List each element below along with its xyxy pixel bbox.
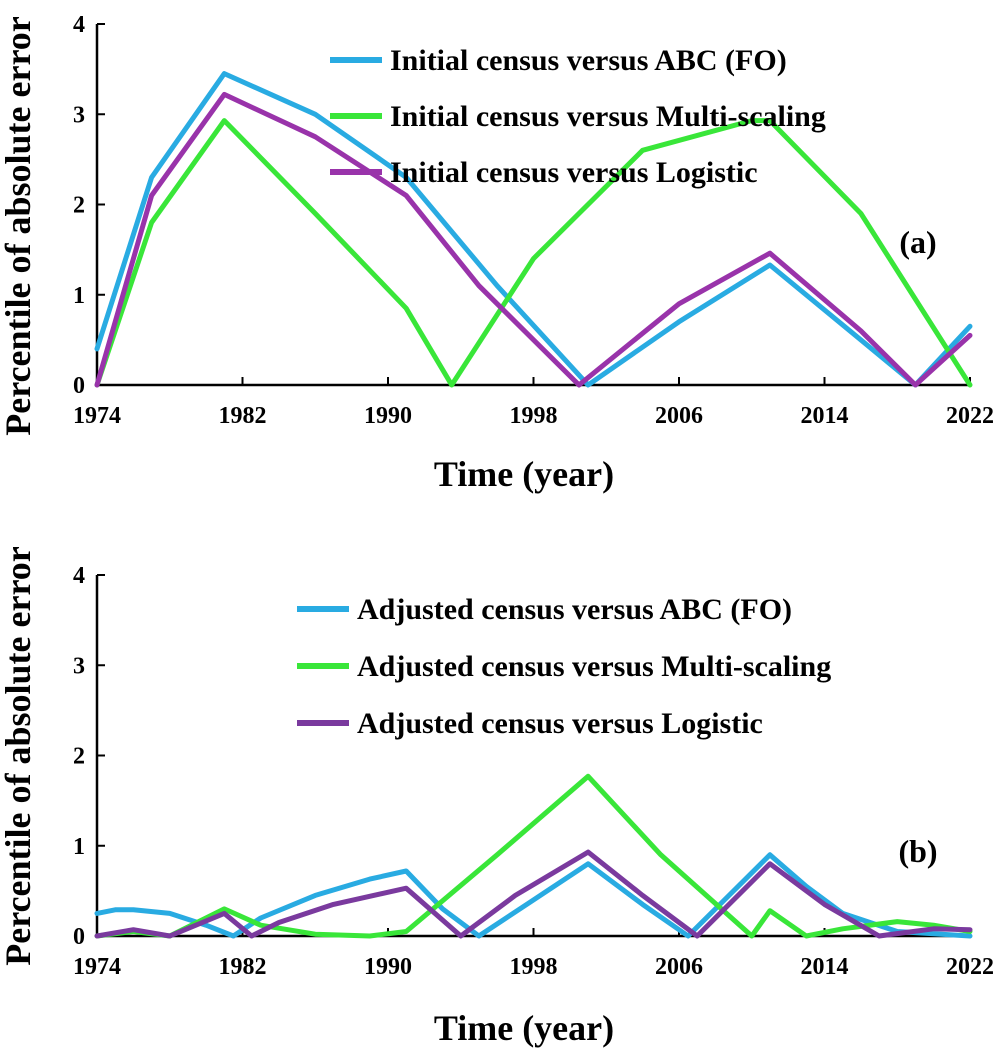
legend-label: Adjusted census versus Logistic (357, 707, 763, 740)
legend-b: Adjusted census versus ABC (FO) Adjusted … (297, 593, 831, 740)
y-tick-label: 1 (73, 283, 85, 309)
legend-a: Initial census versus ABC (FO) Initial ce… (330, 44, 826, 189)
x-tick-label: 2006 (655, 403, 703, 429)
panel-label-b: (b) (898, 833, 937, 869)
x-tick-label: 2014 (801, 403, 849, 429)
y-tick-label: 2 (73, 193, 85, 219)
x-tick-label: 1998 (510, 954, 558, 980)
x-tick-label: 2006 (655, 954, 703, 980)
series-line-a-2 (94, 118, 973, 388)
x-tick-label: 2022 (946, 954, 994, 980)
y-tick-label: 3 (73, 102, 85, 128)
legend-label: Initial census versus ABC (FO) (390, 44, 787, 77)
x-tick-label: 1998 (510, 403, 558, 429)
y-tick-label: 2 (73, 744, 85, 770)
chart-panel-a: Percentile of absolute error Time (year)… (0, 12, 994, 494)
legend-label: Adjusted census versus Multi-scaling (357, 650, 831, 683)
y-tick-label: 0 (73, 924, 85, 950)
y-tick-label: 0 (73, 373, 85, 399)
series-line-b-1 (94, 852, 973, 939)
x-tick-label: 1974 (73, 403, 121, 429)
x-tick-label: 1974 (73, 954, 121, 980)
x-tick-label: 2014 (801, 954, 849, 980)
series-line-a-1 (94, 71, 973, 388)
y-tick-label: 1 (73, 834, 85, 860)
x-tick-label: 1982 (219, 403, 267, 429)
y-ticks-a: 0 1 2 3 4 (73, 12, 105, 399)
y-tick-label: 4 (73, 563, 85, 589)
panel-label-a: (a) (899, 224, 936, 260)
x-ticks-a: 1974 1982 1990 1998 2006 2014 2022 (73, 377, 994, 429)
series-line-b-3 (94, 849, 973, 939)
legend-label: Initial census versus Logistic (390, 156, 758, 189)
plot-area-a (94, 24, 973, 388)
x-axis-title-a: Time (year) (434, 454, 614, 494)
plot-area-b (94, 575, 973, 939)
series-line-b-2 (94, 773, 973, 939)
y-tick-label: 4 (73, 12, 85, 38)
x-axis-title-b: Time (year) (434, 1008, 614, 1048)
x-tick-label: 1990 (364, 954, 412, 980)
chart-panel-b: Percentile of absolute error Time (year)… (0, 546, 994, 1048)
series-line-a-3 (94, 91, 973, 388)
x-tick-label: 1982 (219, 954, 267, 980)
y-axis-title-a: Percentile of absolute error (0, 16, 38, 436)
y-ticks-b: 0 1 2 3 4 (73, 563, 105, 950)
y-axis-title-b: Percentile of absolute error (0, 546, 38, 966)
y-tick-label: 3 (73, 653, 85, 679)
x-tick-label: 2022 (946, 403, 994, 429)
x-tick-label: 1990 (364, 403, 412, 429)
legend-label: Adjusted census versus ABC (FO) (357, 593, 792, 626)
legend-label: Initial census versus Multi-scaling (390, 100, 826, 133)
x-ticks-b: 1974 1982 1990 1998 2006 2014 2022 (73, 928, 994, 980)
